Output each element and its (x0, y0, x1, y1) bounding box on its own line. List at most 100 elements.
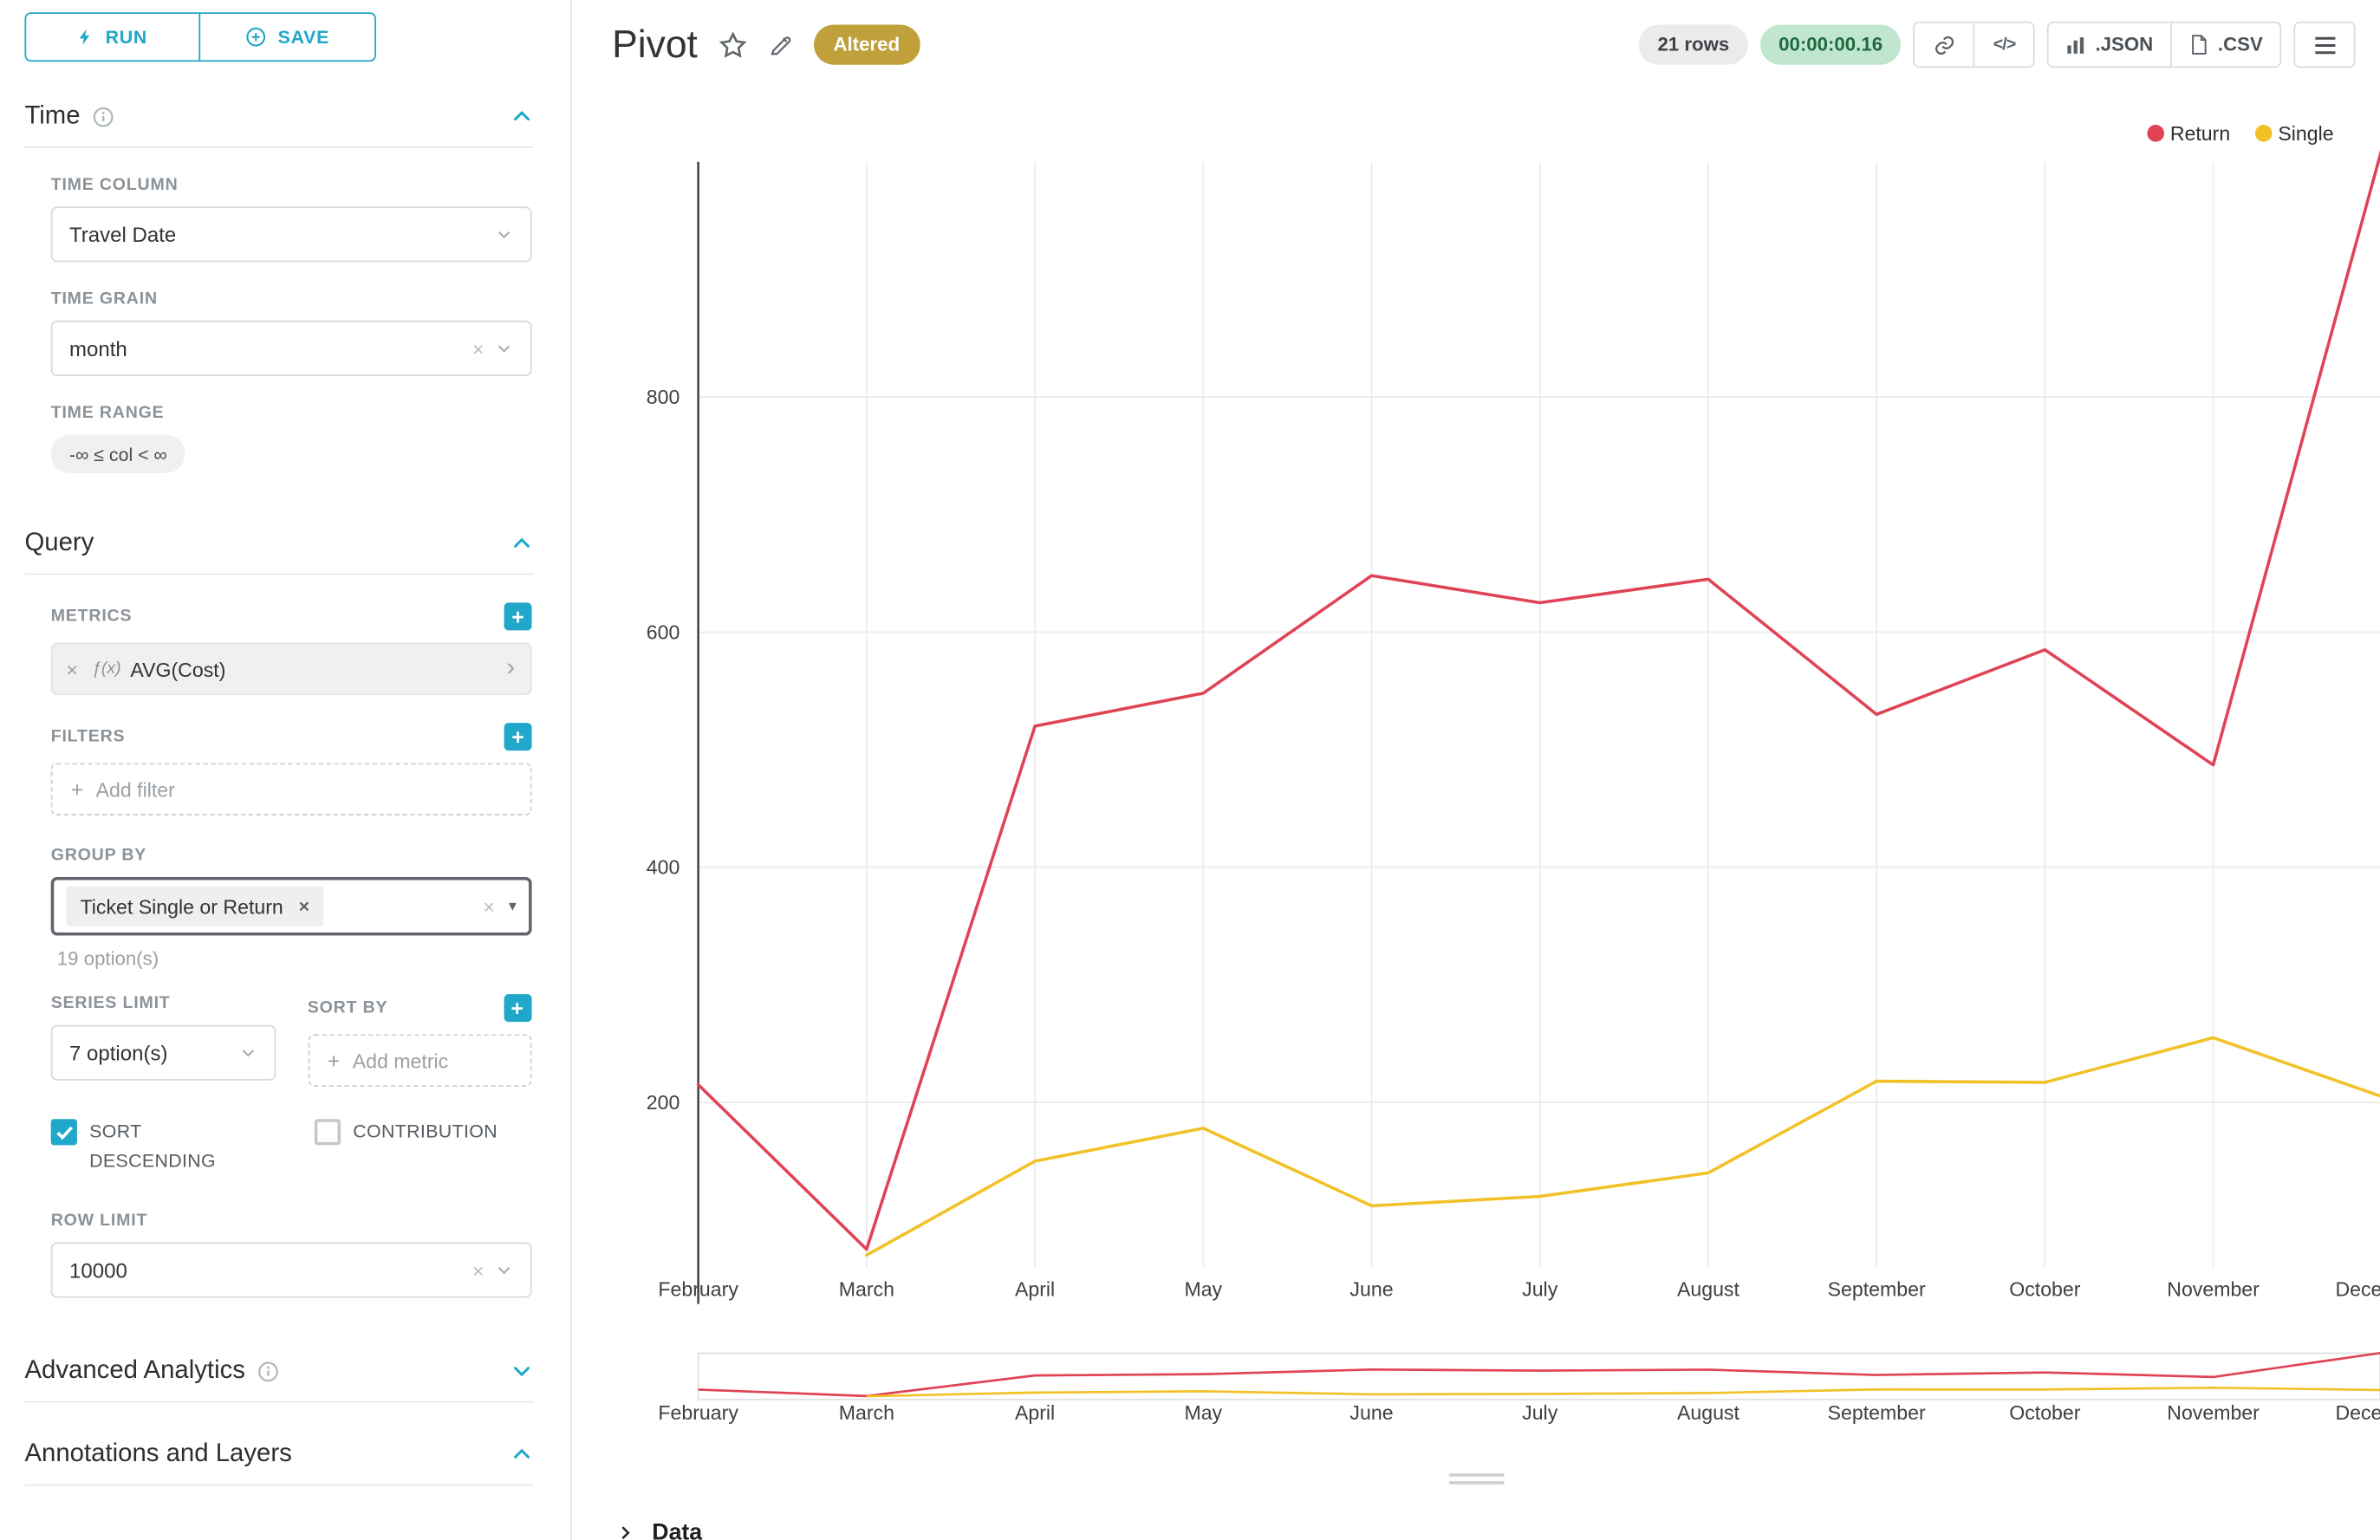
series-limit-label: SERIES LIMIT (50, 994, 171, 1013)
sort-by-label: SORT BY (307, 998, 388, 1017)
group-by-options-hint: 19 option(s) (56, 947, 159, 970)
chevron-up-icon[interactable] (510, 532, 534, 556)
svg-text:October: October (2009, 1401, 2081, 1424)
add-metric-placeholder: Add metric (352, 1049, 449, 1072)
main-chart[interactable]: 200 400 600 800 February March April May June Jul… (572, 0, 2380, 1319)
svg-text:600: 600 (647, 621, 680, 643)
time-column-value: Travel Date (69, 222, 177, 246)
sort-descending-checkbox[interactable]: SORT DESCENDING (50, 1117, 315, 1174)
group-by-label: GROUP BY (50, 846, 147, 865)
group-by-select[interactable]: Ticket Single or Return × × ▾ (50, 876, 532, 936)
info-icon (257, 1361, 279, 1382)
bolt-icon (78, 26, 95, 48)
row-limit-select[interactable]: 10000 × (50, 1242, 532, 1298)
svg-text:August: August (1677, 1278, 1740, 1301)
legend-item-single[interactable]: Single (2254, 121, 2334, 146)
chevron-down-icon[interactable] (510, 1360, 534, 1383)
legend-dot (2254, 125, 2273, 142)
favorite-star-icon[interactable] (716, 29, 748, 61)
time-section-title: Time (24, 101, 81, 130)
json-export-button[interactable]: .JSON (2047, 21, 2172, 68)
panel-resize-handle[interactable] (1447, 1473, 1504, 1485)
clear-icon[interactable]: × (471, 1258, 484, 1283)
add-metric-button[interactable]: + (504, 602, 532, 631)
remove-icon[interactable]: × (66, 657, 78, 681)
advanced-analytics-header[interactable]: Advanced Analytics (24, 1338, 534, 1403)
legend-label: Single (2278, 121, 2334, 146)
add-filter-button[interactable]: + (504, 723, 532, 751)
svg-text:November: November (2167, 1278, 2260, 1301)
minimap-chart[interactable]: February March April May June July August Septe… (572, 1335, 2380, 1446)
clear-icon[interactable]: × (483, 894, 495, 919)
svg-text:June: June (1349, 1278, 1393, 1301)
row-limit-value: 10000 (69, 1258, 127, 1283)
control-panel: RUN SAVE Time TIME COLUMN Travel Date (0, 0, 571, 1540)
add-filter-placeholder: Add filter (95, 777, 175, 801)
remove-icon[interactable]: × (298, 895, 310, 918)
add-filter-dropzone[interactable]: + Add filter (50, 763, 532, 815)
svg-text:May: May (1184, 1401, 1222, 1424)
save-button[interactable]: SAVE (198, 12, 376, 62)
advanced-analytics-title: Advanced Analytics (24, 1356, 245, 1385)
run-button-label: RUN (105, 26, 148, 49)
clear-icon[interactable]: × (471, 336, 484, 361)
svg-text:July: July (1522, 1278, 1558, 1301)
csv-export-button[interactable]: .CSV (2169, 21, 2282, 68)
chevron-up-icon[interactable] (510, 105, 534, 128)
query-section-header[interactable]: Query (24, 510, 534, 575)
svg-text:March: March (839, 1278, 894, 1301)
run-button[interactable]: RUN (24, 12, 201, 62)
edit-icon[interactable] (767, 31, 795, 59)
time-range-pill[interactable]: -∞ ≤ col < ∞ (50, 434, 186, 473)
info-icon (93, 106, 114, 127)
chevron-up-icon[interactable] (510, 1443, 534, 1466)
metric-name: AVG(Cost) (130, 657, 226, 681)
legend-item-return[interactable]: Return (2147, 122, 2230, 145)
contribution-checkbox[interactable]: CONTRIBUTION (314, 1117, 497, 1174)
checkbox-unchecked-icon (314, 1119, 341, 1146)
svg-text:June: June (1349, 1401, 1393, 1424)
svg-text:400: 400 (647, 856, 680, 879)
svg-text:May: May (1184, 1278, 1222, 1301)
copy-link-button[interactable] (1913, 21, 1975, 68)
caret-down-icon: ▾ (508, 897, 517, 915)
svg-text:April: April (1015, 1278, 1055, 1301)
add-sort-metric-button[interactable]: + (503, 994, 531, 1023)
time-column-label: TIME COLUMN (50, 175, 179, 195)
plus-icon: + (327, 1048, 341, 1073)
chevron-down-icon (495, 339, 513, 357)
json-export-label: .JSON (2095, 34, 2154, 56)
embed-code-button[interactable]: </> (1974, 21, 2036, 68)
menu-button[interactable] (2293, 21, 2356, 68)
time-section-header[interactable]: Time (24, 83, 534, 148)
svg-text:December: December (2335, 1278, 2380, 1301)
link-icon (1933, 33, 1956, 56)
series-limit-select[interactable]: 7 option(s) (50, 1024, 276, 1081)
chevron-right-icon (615, 1523, 635, 1540)
metric-item[interactable]: × ƒ(x) AVG(Cost) › (50, 642, 532, 696)
query-section-title: Query (24, 529, 94, 557)
chevron-right-icon[interactable]: › (506, 654, 516, 682)
svg-text:September: September (1828, 1278, 1926, 1301)
chevron-down-icon (495, 1261, 513, 1279)
svg-text:800: 800 (647, 386, 680, 408)
csv-export-label: .CSV (2217, 34, 2263, 56)
hamburger-menu-icon (2313, 35, 2337, 55)
annotations-section-header[interactable]: Annotations and Layers (24, 1421, 534, 1486)
chart-title: Pivot (612, 22, 698, 66)
group-by-tag[interactable]: Ticket Single or Return × (66, 886, 324, 926)
add-sort-metric-dropzone[interactable]: + Add metric (307, 1034, 532, 1087)
svg-text:September: September (1828, 1401, 1926, 1424)
data-panel-toggle[interactable]: Data (615, 1520, 702, 1540)
chart-legend: Return Single (2147, 121, 2334, 146)
svg-text:April: April (1015, 1401, 1055, 1424)
rows-badge: 21 rows (1639, 24, 1748, 65)
altered-badge[interactable]: Altered (813, 24, 920, 65)
code-icon: </> (1993, 35, 2017, 55)
group-by-tag-label: Ticket Single or Return (80, 894, 283, 919)
time-grain-select[interactable]: month × (50, 320, 532, 376)
time-column-select[interactable]: Travel Date (50, 206, 532, 263)
run-save-group: RUN SAVE (24, 12, 570, 62)
chart-panel: Pivot Altered 21 rows 00:00:00.16 (570, 0, 2380, 1540)
